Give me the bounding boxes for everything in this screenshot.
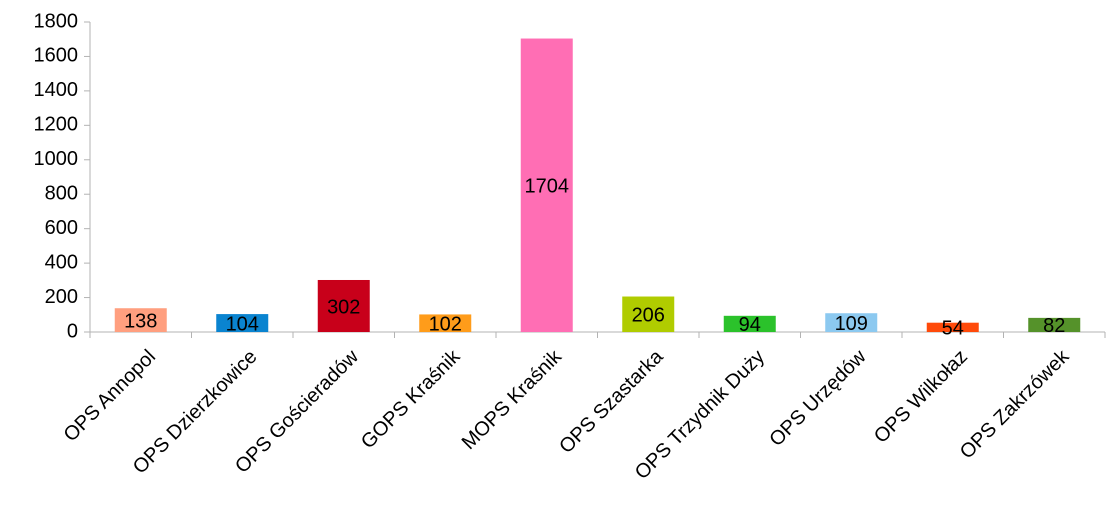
data-label: 104 — [226, 313, 259, 335]
x-tick-label: OPS Szastarka — [555, 345, 668, 458]
bar — [317, 279, 370, 332]
y-tick-label: 1000 — [34, 148, 79, 170]
bar — [114, 308, 167, 332]
x-tick-label: OPS Annopol — [60, 346, 160, 446]
data-label: 102 — [429, 313, 462, 335]
y-tick-label: 1200 — [34, 114, 79, 136]
y-tick-label: 1600 — [34, 45, 79, 67]
data-label: 54 — [942, 318, 964, 340]
data-label: 1704 — [525, 176, 570, 198]
x-tick-label: OPS Zakrzówek — [956, 345, 1074, 463]
y-tick-label: 600 — [45, 217, 78, 239]
data-label: 109 — [835, 313, 868, 335]
y-tick-label: 800 — [45, 183, 78, 205]
y-tick-label: 400 — [45, 251, 78, 273]
bar — [825, 313, 878, 332]
bar — [723, 315, 776, 332]
data-label: 302 — [327, 296, 360, 318]
bar — [216, 314, 269, 332]
data-label: 94 — [739, 314, 761, 336]
y-tick-label: 1800 — [34, 10, 79, 32]
bar — [926, 322, 979, 332]
y-tick-label: 0 — [67, 320, 78, 342]
bar — [419, 314, 472, 332]
y-tick-label: 1400 — [34, 79, 79, 101]
bar — [1028, 317, 1081, 332]
bar — [622, 296, 675, 332]
x-tick-label: GOPS Kraśnik — [357, 345, 465, 453]
x-tick-label: OPS Urzędów — [765, 345, 871, 451]
data-label: 138 — [124, 310, 157, 332]
bar — [520, 38, 573, 333]
x-tick-label: OPS Wilkołaz — [870, 346, 972, 448]
data-label: 82 — [1043, 315, 1065, 337]
x-tick-label: MOPS Kraśnik — [458, 345, 567, 454]
data-label: 206 — [632, 305, 665, 327]
y-tick-label: 200 — [45, 286, 78, 308]
